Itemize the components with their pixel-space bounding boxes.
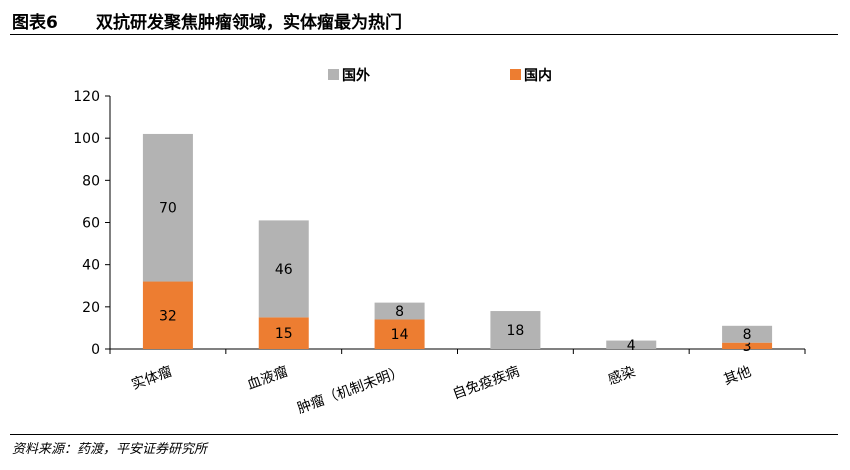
x-category-label: 其他 [722, 364, 754, 389]
bar-foreign [142, 133, 193, 282]
figure-label: 图表6 [12, 13, 58, 33]
x-category-label: 感染 [605, 363, 637, 389]
y-tick-label: 0 [91, 342, 100, 358]
bar-foreign [606, 340, 657, 349]
data-label-domestic: 3 [743, 339, 752, 355]
data-label-foreign: 8 [395, 304, 404, 320]
bar-foreign [374, 302, 425, 320]
legend-label: 国内 [524, 67, 552, 84]
data-label-foreign: 46 [275, 262, 293, 278]
bar-domestic [142, 281, 193, 349]
y-tick-label: 40 [82, 258, 100, 274]
bottom-rule [10, 434, 838, 435]
legend-swatch [510, 69, 521, 80]
legend-swatch [328, 69, 339, 80]
legend-label: 国外 [342, 67, 370, 84]
data-label-domestic: 32 [159, 308, 177, 324]
x-category-label: 血液瘤 [245, 363, 290, 393]
y-tick-label: 60 [82, 216, 100, 232]
bar-domestic [374, 319, 425, 349]
x-category-label: 自免疫疾病 [451, 364, 522, 403]
figure-header: 图表6 双抗研发聚焦肿瘤领域，实体瘤最为热门 [0, 0, 850, 36]
y-tick-label: 20 [82, 300, 100, 316]
x-category-label: 实体瘤 [129, 363, 174, 393]
bar-domestic [258, 317, 309, 349]
data-label-foreign: 4 [627, 338, 636, 354]
bar-foreign [490, 311, 541, 349]
source-note: 资料来源：药渡，平安证券研究所 [12, 442, 208, 457]
stacked-bar-chart: 0 20 40 60 80 100 120 32 70 实体瘤 15 46 血液瘤 14 8 肿瘤（机制未明）… [73, 67, 806, 417]
y-tick-label: 80 [82, 173, 100, 189]
data-label-domestic: 15 [275, 326, 293, 342]
bar-domestic [722, 342, 773, 349]
bar-foreign [722, 325, 773, 343]
data-label-foreign: 8 [743, 327, 752, 343]
x-category-label: 肿瘤（机制未明） [295, 363, 406, 417]
y-tick-label: 100 [73, 131, 100, 147]
data-label-foreign: 18 [507, 323, 525, 339]
figure-title: 双抗研发聚焦肿瘤领域，实体瘤最为热门 [96, 13, 402, 33]
data-label-foreign: 70 [159, 201, 177, 217]
bar-foreign [258, 220, 309, 318]
data-label-domestic: 14 [391, 327, 409, 343]
top-rule [10, 34, 838, 35]
y-tick-label: 120 [73, 89, 100, 105]
